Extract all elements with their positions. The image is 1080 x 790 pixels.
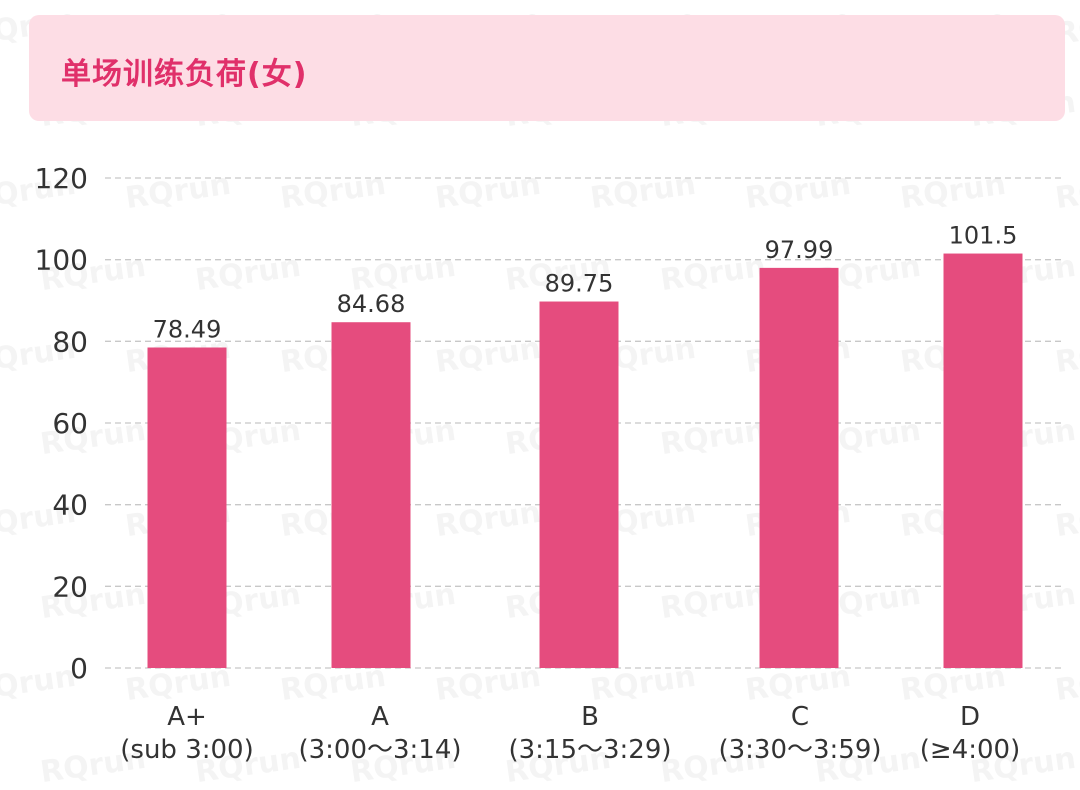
bar bbox=[943, 253, 1023, 668]
data-label: 97.99 bbox=[765, 236, 834, 264]
x-category-sublabel: (3:00～3:14) bbox=[298, 735, 461, 765]
y-tick-label: 0 bbox=[70, 652, 88, 685]
y-tick-label: 20 bbox=[52, 570, 88, 603]
chart-title: 单场训练负荷(女) bbox=[61, 57, 308, 92]
bar bbox=[539, 301, 619, 668]
y-tick-label: 80 bbox=[52, 325, 88, 358]
x-category-sublabel: (≥4:00) bbox=[920, 735, 1020, 765]
bar bbox=[759, 267, 839, 668]
x-category-label: C bbox=[791, 702, 809, 732]
x-category-sublabel: (3:30～3:59) bbox=[718, 735, 881, 765]
y-tick-label: 60 bbox=[52, 407, 88, 440]
x-category-label: A+ bbox=[167, 702, 207, 732]
data-label: 84.68 bbox=[337, 290, 406, 318]
bar bbox=[331, 322, 411, 668]
x-category-label: B bbox=[581, 702, 599, 732]
bar bbox=[147, 347, 227, 668]
y-tick-label: 120 bbox=[35, 162, 88, 195]
x-category-label: A bbox=[371, 702, 389, 732]
x-category-sublabel: (3:15～3:29) bbox=[508, 735, 671, 765]
data-label: 101.5 bbox=[949, 222, 1018, 250]
y-tick-label: 100 bbox=[35, 244, 88, 277]
title-banner: 单场训练负荷(女) bbox=[29, 15, 1065, 121]
data-label: 78.49 bbox=[153, 315, 222, 343]
data-label: 89.75 bbox=[545, 270, 614, 298]
y-tick-label: 40 bbox=[52, 489, 88, 522]
x-category-sublabel: (sub 3:00) bbox=[120, 735, 253, 765]
x-category-label: D bbox=[960, 702, 980, 732]
